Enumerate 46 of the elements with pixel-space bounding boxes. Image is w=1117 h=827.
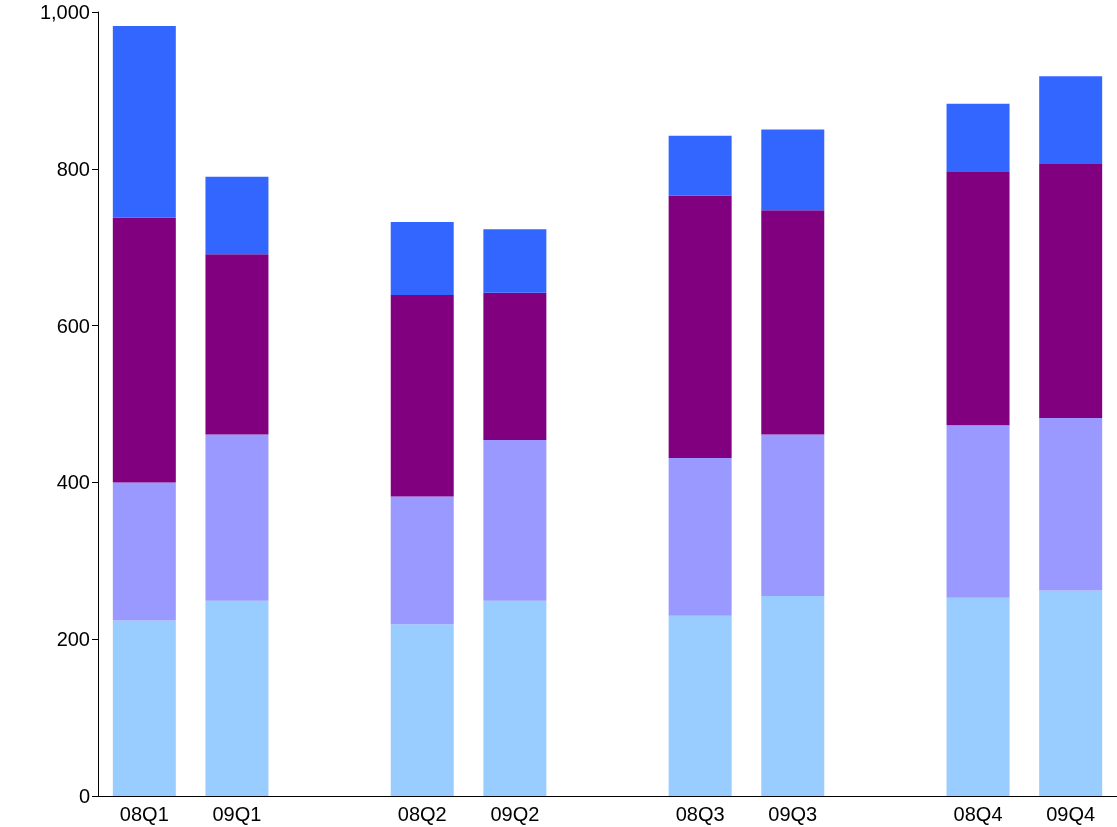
- x-tick-label: 09Q1: [212, 803, 262, 825]
- bar: [946, 171, 1010, 426]
- bar: [668, 195, 732, 459]
- bar: [112, 620, 176, 796]
- x-tick-label: 08Q4: [953, 803, 1003, 825]
- bar: [390, 496, 454, 625]
- bar: [946, 103, 1010, 172]
- bar: [761, 210, 825, 435]
- x-tick-label: 08Q1: [119, 803, 169, 825]
- x-tick-label: 09Q4: [1046, 803, 1096, 825]
- y-tick-label: 400: [56, 471, 90, 494]
- bar: [761, 596, 825, 796]
- bar: [390, 222, 454, 296]
- bar: [390, 624, 454, 796]
- bar: [668, 135, 732, 196]
- bar: [668, 615, 732, 796]
- y-tick-label: 1,000: [39, 1, 90, 23]
- bar: [205, 254, 269, 435]
- y-tick-label: 200: [56, 628, 90, 651]
- bar: [1039, 590, 1103, 796]
- bar: [483, 600, 547, 796]
- bar: [483, 440, 547, 601]
- bar: [1039, 76, 1103, 165]
- x-tick-label: 08Q2: [397, 803, 447, 825]
- bar: [946, 597, 1010, 796]
- y-tick-label: 600: [56, 314, 90, 337]
- x-tick-label: 08Q3: [675, 803, 725, 825]
- y-tick-label: 0: [78, 785, 90, 807]
- bar: [761, 434, 825, 597]
- bar: [483, 292, 547, 441]
- bar: [112, 217, 176, 483]
- x-tick-label: 09Q3: [768, 803, 818, 825]
- bar: [112, 482, 176, 621]
- bar: [205, 600, 269, 796]
- bar: [1039, 418, 1103, 591]
- y-tick-label: 800: [56, 157, 90, 180]
- bar: [668, 458, 732, 616]
- bar: [390, 295, 454, 497]
- bar: [112, 26, 176, 218]
- x-tick-label: 09Q2: [490, 803, 540, 825]
- bar: [1039, 164, 1103, 419]
- bar: [761, 129, 825, 211]
- bar: [946, 425, 1010, 598]
- bar: [205, 434, 269, 601]
- bar: [205, 176, 269, 255]
- bar: [483, 229, 547, 293]
